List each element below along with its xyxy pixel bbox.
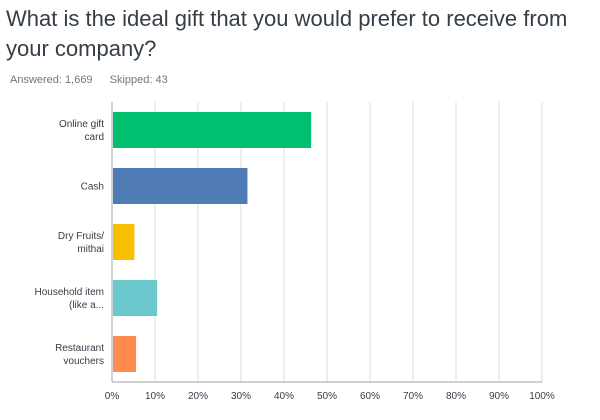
bar — [113, 280, 158, 316]
question-title: What is the ideal gift that you would pr… — [6, 6, 568, 61]
bar — [113, 168, 248, 204]
category-label: Dry Fruits/ — [58, 231, 104, 242]
category-label: (like a... — [69, 300, 104, 311]
x-tick-label: 90% — [489, 391, 509, 402]
category-label: mithai — [77, 244, 104, 255]
answered-count: Answered: 1,669 — [10, 74, 93, 86]
x-tick-label: 20% — [188, 391, 208, 402]
x-tick-label: 40% — [274, 391, 294, 402]
response-stats: Answered: 1,669 Skipped: 43 — [10, 74, 182, 86]
bar — [113, 224, 135, 260]
x-tick-label: 50% — [317, 391, 337, 402]
x-tick-label: 100% — [529, 391, 555, 402]
category-label: Online gift — [59, 119, 104, 130]
x-tick-label: 10% — [145, 391, 165, 402]
category-label: Restaurant — [55, 343, 104, 354]
x-tick-label: 60% — [360, 391, 380, 402]
x-tick-label: 70% — [403, 391, 423, 402]
x-tick-label: 80% — [446, 391, 466, 402]
bar — [113, 112, 312, 148]
category-label: Household item — [35, 287, 104, 298]
x-tick-label: 0% — [105, 391, 120, 402]
category-label: Cash — [81, 182, 104, 193]
x-tick-label: 30% — [231, 391, 251, 402]
category-label: vouchers — [63, 356, 104, 367]
skipped-count: Skipped: 43 — [109, 74, 168, 86]
category-label: card — [85, 132, 104, 143]
bar — [113, 336, 137, 372]
